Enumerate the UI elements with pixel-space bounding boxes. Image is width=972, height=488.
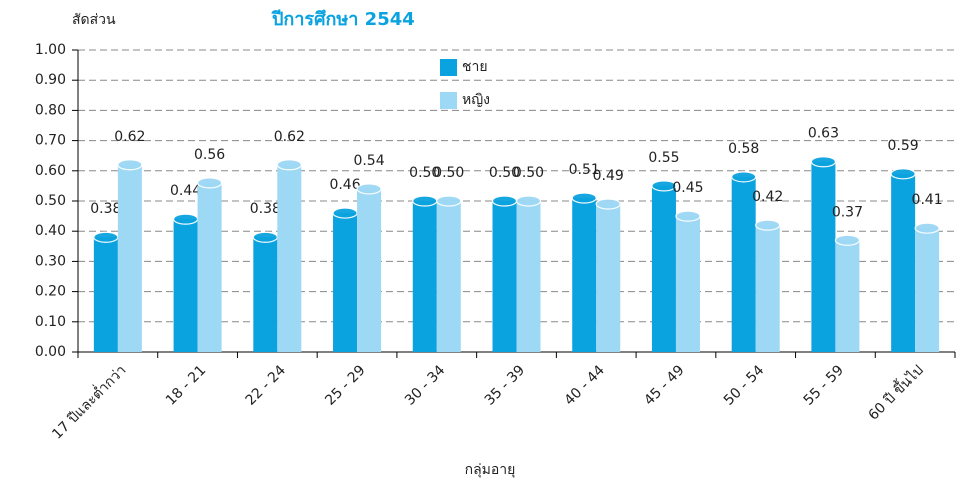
value-label: 0.55 — [648, 150, 679, 166]
bar — [675, 216, 700, 352]
value-label: 0.50 — [489, 165, 520, 181]
y-tick-label: 0.90 — [35, 72, 66, 88]
bar — [755, 225, 780, 352]
value-label: 0.44 — [170, 183, 201, 199]
value-label: 0.45 — [672, 180, 703, 196]
bar-top — [731, 171, 757, 183]
bar — [811, 161, 836, 352]
value-label: 0.51 — [569, 162, 600, 178]
y-axis-label: สัดส่วน — [72, 12, 116, 28]
legend-swatch — [440, 59, 457, 76]
bar — [596, 204, 621, 352]
bar — [572, 197, 597, 352]
bar-top — [890, 168, 916, 180]
bar-top — [172, 213, 199, 225]
bar-top — [276, 159, 302, 171]
bar-top — [436, 195, 462, 207]
bar — [835, 240, 860, 352]
legend-label: ชาย — [462, 59, 488, 75]
value-label: 0.56 — [194, 147, 225, 163]
y-tick-label: 0.80 — [35, 102, 66, 118]
bar — [117, 164, 142, 352]
bar-top — [651, 180, 677, 192]
bar — [173, 219, 198, 352]
value-label: 0.63 — [808, 126, 839, 142]
bar-top — [491, 195, 518, 207]
bar-top — [914, 222, 940, 234]
value-label: 0.50 — [433, 165, 464, 181]
bar-top — [675, 210, 701, 222]
bar-top — [117, 159, 143, 171]
x-tick-label: 30 - 34 — [402, 362, 448, 408]
bar — [197, 182, 222, 352]
value-label: 0.42 — [752, 189, 783, 205]
value-label: 0.38 — [90, 201, 121, 217]
y-tick-label: 0.30 — [35, 253, 66, 269]
bar-top — [515, 195, 542, 207]
value-label: 0.50 — [409, 165, 440, 181]
bar-top — [834, 234, 861, 246]
bar-top — [356, 183, 382, 195]
bar-top — [332, 207, 358, 219]
bar-top — [196, 177, 223, 189]
value-label: 0.58 — [728, 141, 759, 157]
x-tick-label: 40 - 44 — [562, 362, 608, 408]
bar-top — [755, 219, 781, 231]
legend-swatch — [440, 92, 457, 109]
bar — [253, 237, 278, 352]
x-tick-label: 35 - 39 — [482, 362, 528, 408]
value-label: 0.49 — [593, 168, 624, 184]
value-label: 0.62 — [274, 129, 305, 145]
bar — [492, 201, 517, 352]
x-tick-label: 18 - 21 — [163, 362, 209, 408]
bar-top — [252, 231, 278, 243]
bar — [436, 201, 461, 352]
bar-top — [810, 156, 837, 168]
x-tick-label: 55 - 59 — [801, 362, 847, 408]
value-label: 0.38 — [250, 201, 281, 217]
bar-top — [93, 231, 119, 243]
x-tick-label: 60 ปี ขึ้นไป — [863, 360, 926, 423]
value-label: 0.54 — [353, 153, 384, 169]
y-tick-label: 1.00 — [35, 42, 66, 58]
bar — [891, 173, 916, 352]
value-label: 0.46 — [329, 177, 360, 193]
x-axis-label: กลุ่มอายุ — [465, 462, 516, 478]
value-label: 0.59 — [888, 138, 919, 154]
x-tick-label: 50 - 54 — [721, 362, 767, 408]
x-tick-label: 45 - 49 — [641, 362, 687, 408]
y-tick-label: 0.20 — [35, 284, 66, 300]
bar-top — [571, 192, 597, 204]
x-tick-label: 17 ปีและต่ำกว่า — [48, 361, 130, 443]
y-tick-label: 0.60 — [35, 163, 66, 179]
bar — [93, 237, 118, 352]
bar — [277, 164, 302, 352]
bar — [412, 201, 437, 352]
y-tick-label: 0.50 — [35, 193, 66, 209]
bar — [516, 201, 541, 352]
y-tick-label: 0.70 — [35, 133, 66, 149]
y-tick-label: 0.40 — [35, 223, 66, 239]
bar-top — [412, 195, 438, 207]
chart-title: ปีการศึกษา 2544 — [271, 9, 415, 30]
x-tick-label: 25 - 29 — [322, 362, 368, 408]
value-label: 0.37 — [832, 204, 863, 220]
bar — [333, 213, 358, 352]
bar-top — [595, 198, 621, 210]
y-tick-label: 0.00 — [35, 344, 66, 360]
bar — [651, 185, 676, 352]
value-label: 0.41 — [912, 192, 943, 208]
bar — [731, 176, 756, 352]
value-label: 0.62 — [114, 129, 145, 145]
x-tick-label: 22 - 24 — [243, 362, 289, 408]
y-tick-label: 0.10 — [35, 314, 66, 330]
bar — [357, 188, 382, 352]
value-label: 0.50 — [513, 165, 544, 181]
bar — [915, 228, 940, 352]
legend-label: หญิง — [462, 92, 490, 108]
